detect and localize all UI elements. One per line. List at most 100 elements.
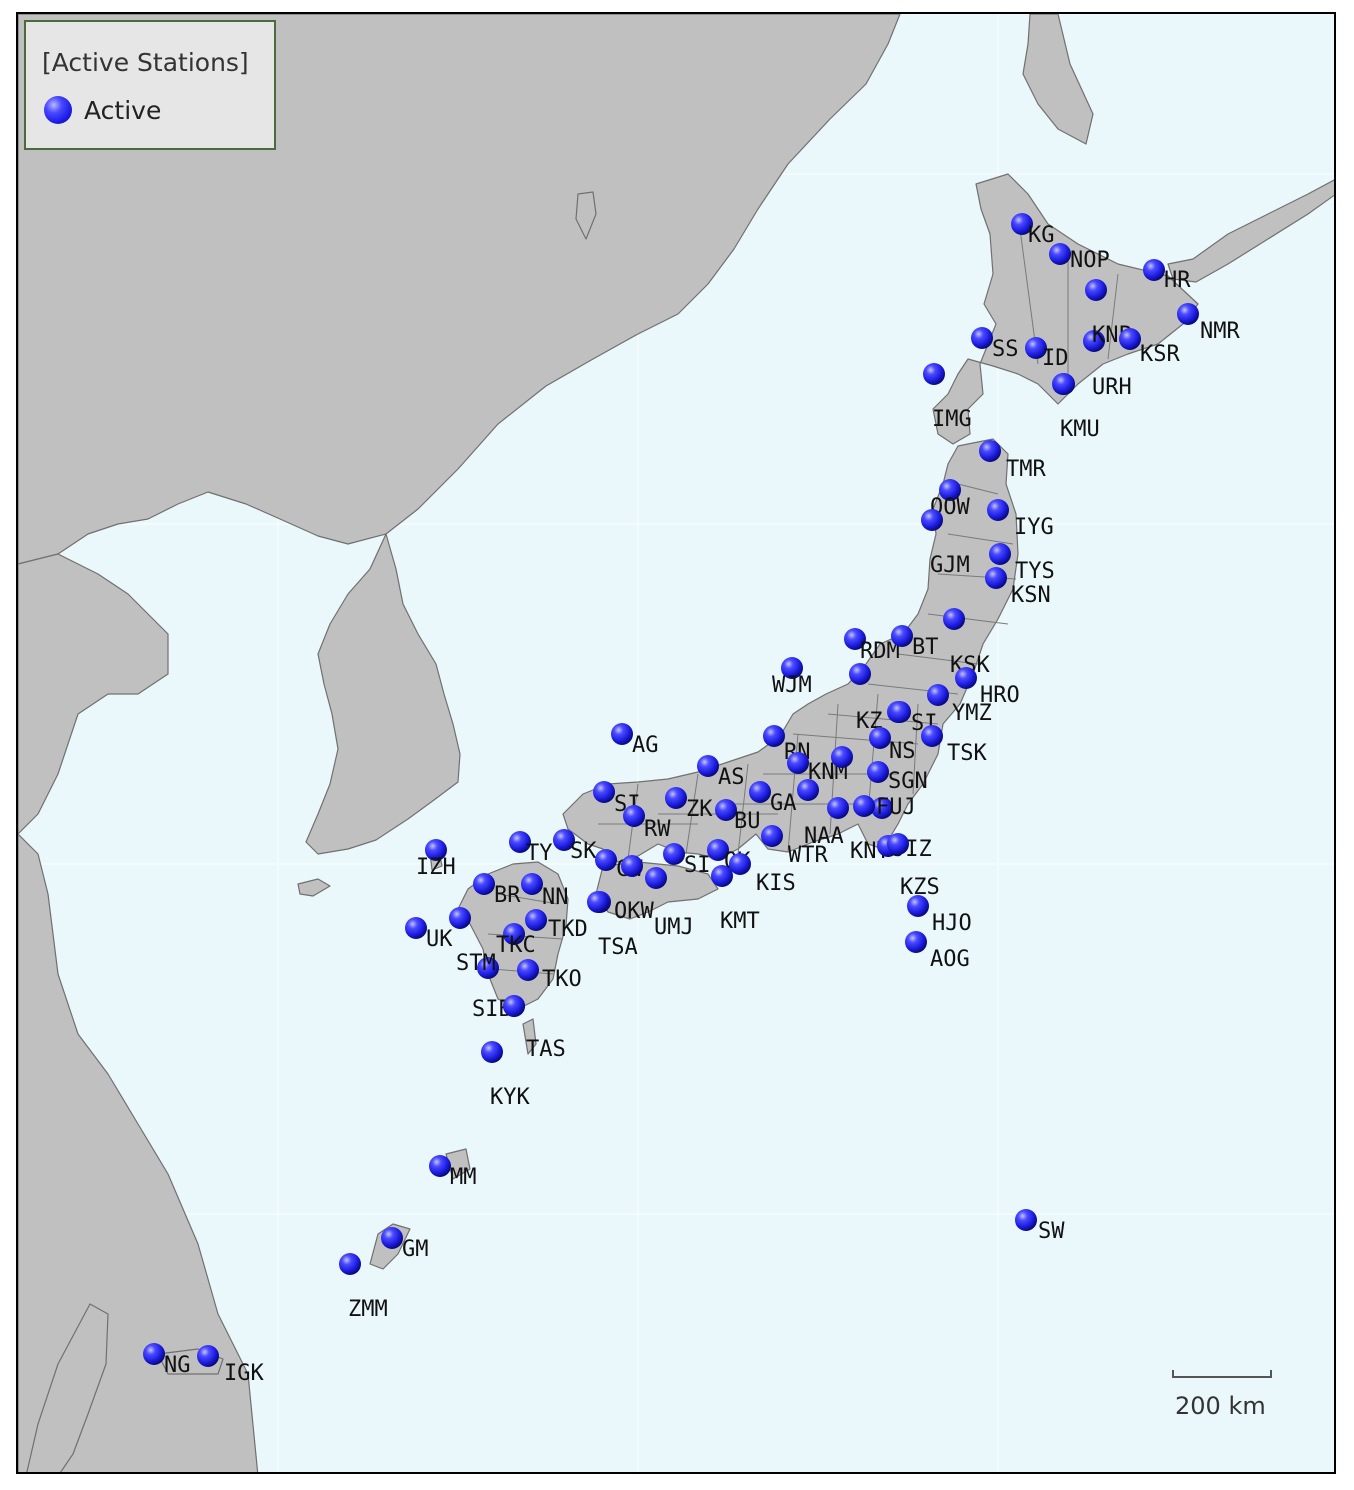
station-marker[interactable]: NOP xyxy=(1049,243,1110,273)
station-sphere-icon[interactable] xyxy=(197,1345,219,1367)
station-sphere-icon[interactable] xyxy=(593,781,615,803)
station-sphere-icon[interactable] xyxy=(143,1343,165,1365)
station-marker[interactable]: ZK xyxy=(665,787,713,822)
station-sphere-icon[interactable] xyxy=(425,839,447,861)
station-sphere-icon[interactable] xyxy=(844,628,866,650)
station-marker[interactable]: AG xyxy=(611,723,659,758)
station-marker[interactable]: BT xyxy=(891,625,939,660)
station-marker[interactable]: TSA xyxy=(587,891,638,960)
station-sphere-icon[interactable] xyxy=(381,1227,403,1249)
station-marker[interactable]: WTR xyxy=(761,825,828,868)
station-sphere-icon[interactable] xyxy=(477,957,499,979)
station-marker[interactable]: RW xyxy=(623,805,671,842)
station-sphere-icon[interactable] xyxy=(869,727,891,749)
station-sphere-icon[interactable] xyxy=(985,567,1007,589)
station-sphere-icon[interactable] xyxy=(1119,328,1141,350)
station-marker[interactable]: NN xyxy=(521,873,569,910)
station-marker[interactable] xyxy=(849,663,871,685)
station-marker[interactable]: FUJ xyxy=(871,795,916,820)
station-sphere-icon[interactable] xyxy=(1025,337,1047,359)
station-sphere-icon[interactable] xyxy=(1015,1209,1037,1231)
station-marker[interactable]: KMT xyxy=(711,865,760,934)
station-sphere-icon[interactable] xyxy=(943,608,965,630)
station-sphere-icon[interactable] xyxy=(971,327,993,349)
station-sphere-icon[interactable] xyxy=(853,795,875,817)
station-marker[interactable]: NS xyxy=(869,727,916,764)
station-sphere-icon[interactable] xyxy=(763,725,785,747)
station-marker[interactable]: SS xyxy=(971,327,1019,362)
station-sphere-icon[interactable] xyxy=(509,831,531,853)
station-sphere-icon[interactable] xyxy=(831,746,853,768)
station-sphere-icon[interactable] xyxy=(1049,243,1071,265)
station-sphere-icon[interactable] xyxy=(887,833,909,855)
station-marker[interactable] xyxy=(797,779,819,801)
station-sphere-icon[interactable] xyxy=(521,873,543,895)
station-sphere-icon[interactable] xyxy=(1143,259,1165,281)
station-sphere-icon[interactable] xyxy=(871,797,893,819)
station-marker[interactable]: NG xyxy=(143,1343,191,1378)
station-sphere-icon[interactable] xyxy=(553,829,575,851)
station-sphere-icon[interactable] xyxy=(587,891,609,913)
station-marker[interactable]: RDM xyxy=(844,628,900,664)
station-marker[interactable]: SK xyxy=(553,829,597,864)
station-marker[interactable]: BR xyxy=(473,873,521,908)
station-marker[interactable]: KZS xyxy=(887,833,940,900)
station-sphere-icon[interactable] xyxy=(749,781,771,803)
station-sphere-icon[interactable] xyxy=(939,479,961,501)
station-sphere-icon[interactable] xyxy=(405,917,427,939)
station-sphere-icon[interactable] xyxy=(1083,330,1105,352)
station-marker[interactable]: HR xyxy=(1143,259,1191,293)
station-sphere-icon[interactable] xyxy=(797,779,819,801)
station-sphere-icon[interactable] xyxy=(867,761,889,783)
station-sphere-icon[interactable] xyxy=(905,931,927,953)
station-marker[interactable]: GA xyxy=(749,781,797,816)
station-sphere-icon[interactable] xyxy=(927,684,949,706)
station-marker[interactable]: GJM xyxy=(921,509,970,578)
station-sphere-icon[interactable] xyxy=(665,787,687,809)
station-sphere-icon[interactable] xyxy=(697,755,719,777)
station-marker[interactable]: KMU xyxy=(1053,373,1100,442)
station-marker[interactable]: UK xyxy=(405,917,453,952)
station-sphere-icon[interactable] xyxy=(473,873,495,895)
station-marker[interactable]: UMJ xyxy=(645,867,694,940)
station-marker[interactable]: KYK xyxy=(481,1041,530,1110)
station-sphere-icon[interactable] xyxy=(827,797,849,819)
station-sphere-icon[interactable] xyxy=(889,701,911,723)
station-marker[interactable] xyxy=(449,907,471,929)
station-sphere-icon[interactable] xyxy=(1177,303,1199,325)
station-sphere-icon[interactable] xyxy=(987,499,1009,521)
station-marker[interactable]: TSK xyxy=(921,725,987,766)
station-sphere-icon[interactable] xyxy=(645,867,667,889)
station-marker[interactable]: TYS xyxy=(989,543,1055,584)
station-marker[interactable]: SGN xyxy=(867,761,928,794)
station-marker[interactable]: ID xyxy=(1025,337,1069,371)
station-sphere-icon[interactable] xyxy=(1085,279,1107,301)
station-sphere-icon[interactable] xyxy=(663,843,685,865)
station-sphere-icon[interactable] xyxy=(989,543,1011,565)
station-sphere-icon[interactable] xyxy=(921,509,943,531)
station-marker[interactable]: TAS xyxy=(503,995,566,1062)
station-sphere-icon[interactable] xyxy=(503,995,525,1017)
station-sphere-icon[interactable] xyxy=(623,805,645,827)
station-marker[interactable]: IYG xyxy=(987,499,1054,540)
station-marker[interactable] xyxy=(831,746,853,768)
station-marker[interactable]: TMR xyxy=(979,440,1046,482)
station-sphere-icon[interactable] xyxy=(517,959,539,981)
station-marker[interactable]: NMR xyxy=(1177,303,1240,344)
station-marker[interactable]: SW xyxy=(1015,1209,1065,1244)
station-sphere-icon[interactable] xyxy=(891,625,913,647)
station-sphere-icon[interactable] xyxy=(611,723,633,745)
station-marker[interactable]: STM xyxy=(456,951,499,979)
station-sphere-icon[interactable] xyxy=(621,855,643,877)
station-marker[interactable]: TKO xyxy=(517,959,582,992)
station-marker[interactable]: KSN xyxy=(985,567,1051,608)
station-marker[interactable]: KIS xyxy=(729,853,796,896)
station-marker[interactable]: IMG xyxy=(923,363,972,432)
station-marker[interactable]: KG xyxy=(1011,213,1055,248)
station-sphere-icon[interactable] xyxy=(761,825,783,847)
station-marker[interactable] xyxy=(621,855,643,877)
station-sphere-icon[interactable] xyxy=(525,909,547,931)
station-sphere-icon[interactable] xyxy=(1011,213,1033,235)
station-marker[interactable]: AOG xyxy=(905,931,970,972)
